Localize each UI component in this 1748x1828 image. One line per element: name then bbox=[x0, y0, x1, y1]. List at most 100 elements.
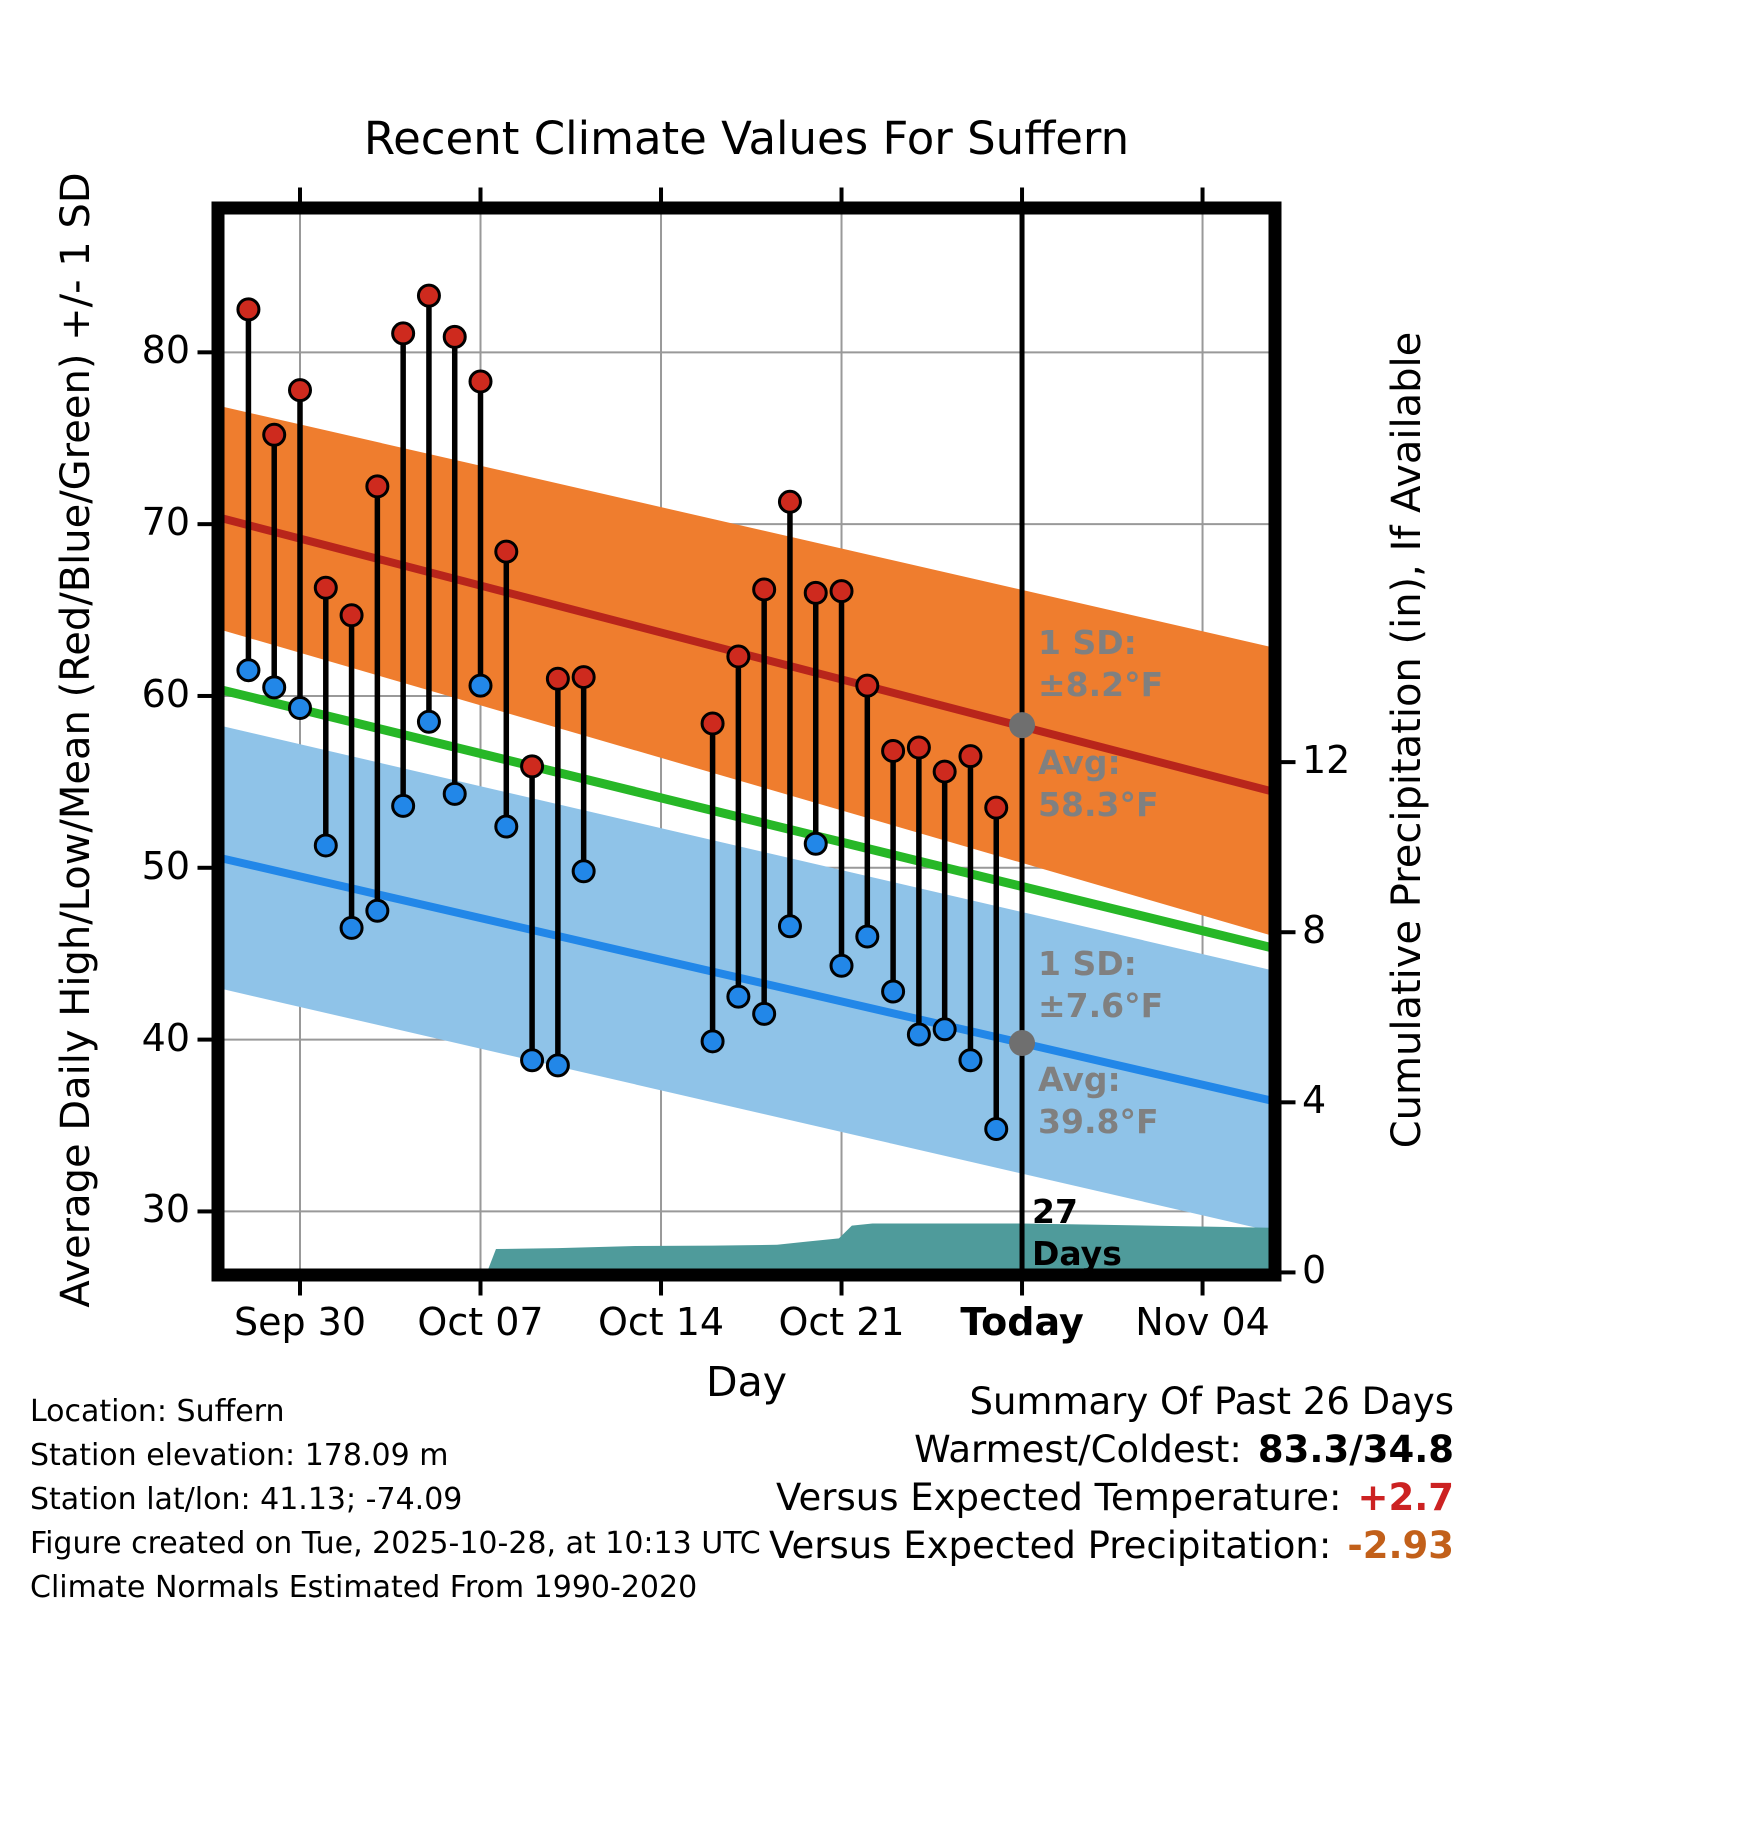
daily-low-dot bbox=[777, 914, 802, 939]
daily-high-dot bbox=[416, 283, 441, 308]
station-info-block: Location: Suffern Station elevation: 178… bbox=[30, 1390, 761, 1610]
summary-value: +2.7 bbox=[1357, 1476, 1454, 1519]
mean-line bbox=[216, 684, 1277, 953]
y-tick-label-left: 50 bbox=[141, 843, 190, 888]
low-avg-annotation-line: Avg: bbox=[1038, 1059, 1121, 1099]
daily-high-dot bbox=[339, 603, 364, 628]
daily-high-dot bbox=[236, 297, 261, 322]
days-count-annotation-line: 27 bbox=[1032, 1191, 1078, 1231]
daily-low-dot bbox=[416, 709, 441, 734]
daily-low-dot bbox=[881, 979, 906, 1004]
daily-low-dot bbox=[803, 831, 828, 856]
daily-low-dot bbox=[391, 793, 416, 818]
daily-low-dot bbox=[958, 1048, 983, 1073]
daily-low-dot bbox=[700, 1029, 725, 1054]
daily-high-dot bbox=[494, 539, 519, 564]
daily-high-dot bbox=[829, 579, 854, 604]
daily-low-dot bbox=[442, 781, 467, 806]
daily-high-dot bbox=[313, 575, 338, 600]
y-axis-label-left: Average Daily High/Low/Mean (Red/Blue/Gr… bbox=[53, 172, 99, 1308]
daily-low-dot bbox=[545, 1053, 570, 1078]
daily-low-dot bbox=[829, 953, 854, 978]
x-axis-ticks: Sep 30 Oct 07 Oct 14 Oct 21 Today Nov 04 bbox=[0, 1300, 1748, 1360]
daily-high-dot bbox=[777, 489, 802, 514]
daily-high-dot bbox=[932, 759, 957, 784]
high-avg-annotation-line: 58.3°F bbox=[1038, 785, 1159, 825]
summary-label: Versus Expected Temperature: bbox=[776, 1476, 1342, 1519]
today-low-avg-dot bbox=[1009, 1030, 1036, 1057]
daily-high-dot bbox=[984, 795, 1009, 820]
daily-high-dot bbox=[571, 665, 596, 690]
daily-low-dot bbox=[468, 673, 493, 698]
plot-border bbox=[211, 201, 1282, 1282]
x-tick-label: Sep 30 bbox=[233, 1300, 367, 1344]
x-tick-label: Nov 04 bbox=[1135, 1300, 1270, 1344]
daily-high-dot bbox=[752, 577, 777, 602]
daily-low-dot bbox=[236, 658, 261, 683]
station-location: Location: Suffern bbox=[30, 1394, 285, 1429]
low-mean-line bbox=[217, 853, 1276, 1106]
daily-high-dot bbox=[288, 378, 313, 403]
high-avg-annotation-line: Avg: bbox=[1038, 743, 1121, 783]
daily-low-dot bbox=[726, 984, 751, 1009]
daily-low-dot bbox=[571, 859, 596, 884]
y-tick-label-right: 8 bbox=[1302, 908, 1327, 953]
daily-low-dot bbox=[855, 924, 880, 949]
summary-label: Warmest/Coldest: bbox=[914, 1428, 1242, 1471]
figure-created: Figure created on Tue, 2025-10-28, at 10… bbox=[30, 1526, 761, 1561]
x-tick-label: Oct 21 bbox=[778, 1300, 905, 1344]
x-tick-label: Oct 14 bbox=[597, 1300, 725, 1344]
daily-high-dot bbox=[545, 666, 570, 691]
chart-title: Recent Climate Values For Suffern bbox=[363, 112, 1130, 165]
daily-low-dot bbox=[906, 1022, 931, 1047]
summary-row-vs-temperature: Versus Expected Temperature: +2.7 bbox=[769, 1474, 1454, 1522]
daily-low-dot bbox=[932, 1017, 957, 1042]
daily-low-dot bbox=[365, 898, 390, 923]
y-tick-label-left: 30 bbox=[141, 1187, 190, 1232]
summary-row-warmest-coldest: Warmest/Coldest: 83.3/34.8 bbox=[769, 1426, 1454, 1474]
summary-row-vs-precipitation: Versus Expected Precipitation: -2.93 bbox=[769, 1522, 1454, 1570]
summary-value: 83.3/34.8 bbox=[1257, 1428, 1454, 1471]
y-tick-label-left: 40 bbox=[141, 1015, 190, 1060]
daily-low-dot bbox=[752, 1001, 777, 1026]
normals-source: Climate Normals Estimated From 1990-2020 bbox=[30, 1570, 698, 1605]
daily-high-dot bbox=[262, 422, 287, 447]
daily-high-dot bbox=[442, 324, 467, 349]
x-axis-label: Day bbox=[706, 1358, 787, 1406]
low-avg-annotation: Avg: 39.8°F bbox=[1038, 1059, 1158, 1143]
x-tick-label: Oct 07 bbox=[417, 1300, 544, 1344]
daily-low-dot bbox=[520, 1048, 545, 1073]
high-sd-annotation: 1 SD: ±8.2°F bbox=[1038, 622, 1163, 706]
daily-low-dot bbox=[313, 833, 338, 858]
days-count-annotation: 27 Days bbox=[1032, 1191, 1122, 1275]
y-tick-label-right: 4 bbox=[1302, 1078, 1327, 1123]
high-sd-annotation-line: ±8.2°F bbox=[1038, 665, 1164, 705]
station-latlon: Station lat/lon: 41.13; -74.09 bbox=[30, 1482, 463, 1517]
daily-low-dot bbox=[494, 814, 519, 839]
daily-low-dot bbox=[262, 675, 287, 700]
y-tick-label-left: 70 bbox=[141, 500, 190, 545]
daily-low-dot bbox=[984, 1116, 1009, 1141]
low-sd-annotation-line: ±7.6°F bbox=[1038, 986, 1164, 1026]
y-tick-label-left: 80 bbox=[141, 328, 190, 373]
daily-high-dot bbox=[391, 321, 416, 346]
low-avg-annotation-line: 39.8°F bbox=[1038, 1101, 1159, 1141]
daily-high-dot bbox=[855, 673, 880, 698]
daily-high-dot bbox=[881, 738, 906, 763]
daily-high-dot bbox=[958, 744, 983, 769]
low-sd-annotation-line: 1 SD: bbox=[1038, 944, 1137, 984]
daily-high-dot bbox=[700, 711, 725, 736]
daily-low-dot bbox=[339, 915, 364, 940]
daily-high-dot bbox=[803, 580, 828, 605]
high-avg-annotation: Avg: 58.3°F bbox=[1038, 742, 1158, 826]
daily-low-dot bbox=[288, 695, 313, 720]
y-tick-label-right: 0 bbox=[1302, 1248, 1327, 1293]
daily-high-dot bbox=[468, 369, 493, 394]
x-tick-label: Today bbox=[960, 1300, 1084, 1344]
today-high-avg-dot bbox=[1009, 712, 1036, 739]
daily-high-dot bbox=[906, 735, 931, 760]
y-tick-label-left: 60 bbox=[141, 671, 190, 716]
precip-area bbox=[486, 1223, 1276, 1273]
